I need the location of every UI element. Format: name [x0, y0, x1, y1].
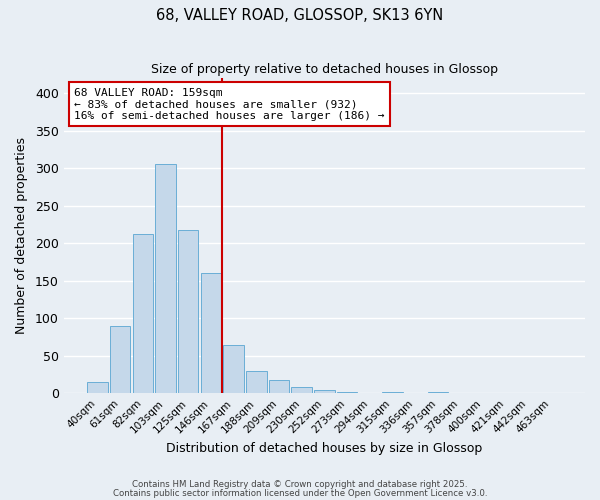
- Text: 68 VALLEY ROAD: 159sqm
← 83% of detached houses are smaller (932)
16% of semi-de: 68 VALLEY ROAD: 159sqm ← 83% of detached…: [74, 88, 385, 120]
- Bar: [428, 392, 448, 394]
- Text: 68, VALLEY ROAD, GLOSSOP, SK13 6YN: 68, VALLEY ROAD, GLOSSOP, SK13 6YN: [157, 8, 443, 22]
- Text: Contains public sector information licensed under the Open Government Licence v3: Contains public sector information licen…: [113, 488, 487, 498]
- Bar: [541, 392, 562, 394]
- Bar: [133, 234, 153, 394]
- Bar: [201, 273, 221, 394]
- Bar: [269, 380, 289, 394]
- X-axis label: Distribution of detached houses by size in Glossop: Distribution of detached houses by size …: [166, 442, 482, 455]
- Bar: [246, 371, 266, 394]
- Bar: [88, 382, 108, 394]
- Bar: [178, 230, 199, 394]
- Text: Contains HM Land Registry data © Crown copyright and database right 2025.: Contains HM Land Registry data © Crown c…: [132, 480, 468, 489]
- Bar: [314, 390, 335, 394]
- Bar: [223, 344, 244, 394]
- Y-axis label: Number of detached properties: Number of detached properties: [15, 137, 28, 334]
- Bar: [292, 388, 312, 394]
- Bar: [382, 392, 403, 394]
- Title: Size of property relative to detached houses in Glossop: Size of property relative to detached ho…: [151, 62, 498, 76]
- Bar: [155, 164, 176, 394]
- Bar: [337, 392, 357, 394]
- Bar: [473, 392, 493, 394]
- Bar: [110, 326, 130, 394]
